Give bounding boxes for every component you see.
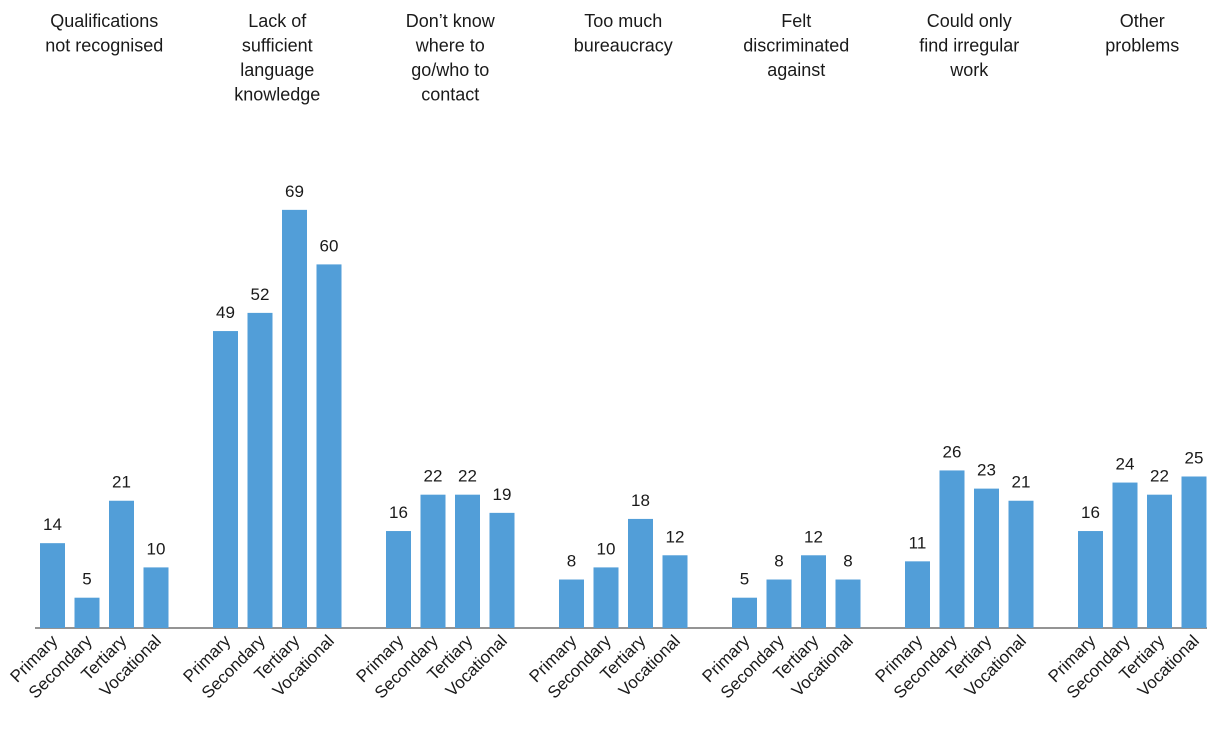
- group-title-line: discriminated: [743, 36, 849, 56]
- bar: [1008, 500, 1034, 628]
- group-title-line: Other: [1120, 11, 1165, 31]
- data-label: 14: [43, 515, 62, 534]
- data-label: 19: [493, 485, 512, 504]
- group-title: Don’t know where to go/who to contact: [406, 11, 496, 105]
- group-title-line: work: [949, 60, 989, 80]
- group-title-line: Lack of: [248, 11, 307, 31]
- data-label: 24: [1116, 455, 1135, 474]
- group-title-line: language: [240, 60, 314, 80]
- data-label: 16: [389, 503, 408, 522]
- data-label: 21: [112, 473, 131, 492]
- bar: [1078, 531, 1103, 628]
- data-label: 22: [458, 467, 477, 486]
- bar: [662, 555, 688, 628]
- bar: [40, 543, 65, 628]
- data-label: 10: [147, 539, 166, 558]
- bar: [593, 567, 619, 628]
- data-label: 25: [1185, 449, 1204, 468]
- group-title-line: sufficient: [242, 36, 313, 56]
- group-title-line: contact: [421, 85, 479, 105]
- bar: [974, 488, 999, 628]
- data-label: 21: [1012, 473, 1031, 492]
- group-title: Could only find irregular work: [919, 11, 1019, 80]
- data-label: 22: [424, 467, 443, 486]
- bar: [143, 567, 169, 628]
- bar: [801, 555, 826, 628]
- bar: [420, 494, 446, 628]
- group-title: Felt discriminated against: [743, 11, 849, 80]
- group-title-line: problems: [1105, 36, 1179, 56]
- data-label: 52: [251, 285, 270, 304]
- bar: [74, 597, 100, 628]
- data-label: 23: [977, 461, 996, 480]
- group-title: Lack of sufficient language knowledge: [234, 11, 320, 105]
- data-label: 12: [666, 527, 685, 546]
- bar: [766, 579, 792, 628]
- bar: [628, 518, 653, 628]
- group-title-line: bureaucracy: [574, 36, 673, 56]
- bar: [316, 264, 342, 628]
- group-title-line: go/who to: [411, 60, 489, 80]
- group-title-line: Don’t know: [406, 11, 496, 31]
- data-label: 8: [567, 552, 576, 571]
- data-label: 60: [320, 236, 339, 255]
- group-title: Too much bureaucracy: [574, 11, 673, 56]
- group-title-line: Could only: [927, 11, 1012, 31]
- bar: [835, 579, 861, 628]
- group-title-line: where to: [415, 36, 485, 56]
- data-label: 5: [82, 570, 91, 589]
- group-title-line: Qualifications: [50, 11, 158, 31]
- group-title-line: knowledge: [234, 85, 320, 105]
- data-label: 22: [1150, 467, 1169, 486]
- group-title: Qualifications not recognised: [45, 11, 163, 56]
- data-label: 16: [1081, 503, 1100, 522]
- bar: [939, 470, 965, 628]
- data-label: 11: [909, 533, 927, 552]
- data-label: 5: [740, 570, 749, 589]
- bar: [489, 512, 515, 628]
- bar: [1147, 494, 1172, 628]
- data-label: 49: [216, 303, 235, 322]
- bar: [455, 494, 480, 628]
- bar: [559, 579, 584, 628]
- bar: [905, 561, 930, 628]
- data-label: 12: [804, 527, 823, 546]
- bar: [732, 597, 757, 628]
- data-label: 26: [943, 442, 962, 461]
- data-label: 69: [285, 182, 304, 201]
- bar: [282, 209, 307, 629]
- group-title-line: Felt: [781, 11, 811, 31]
- data-label: 8: [774, 552, 783, 571]
- bar: [109, 500, 134, 628]
- group-title-line: not recognised: [45, 36, 163, 56]
- group-title-line: find irregular: [919, 36, 1019, 56]
- group-title-line: Too much: [584, 11, 662, 31]
- data-label: 18: [631, 491, 650, 510]
- data-label: 10: [597, 539, 616, 558]
- group-title: Other problems: [1105, 11, 1179, 56]
- bar: [1181, 476, 1207, 628]
- data-label: 8: [843, 552, 852, 571]
- group-title-line: against: [767, 60, 825, 80]
- bar: [386, 531, 411, 628]
- bar: [213, 331, 238, 628]
- bar: [247, 312, 273, 628]
- bar: [1112, 482, 1138, 628]
